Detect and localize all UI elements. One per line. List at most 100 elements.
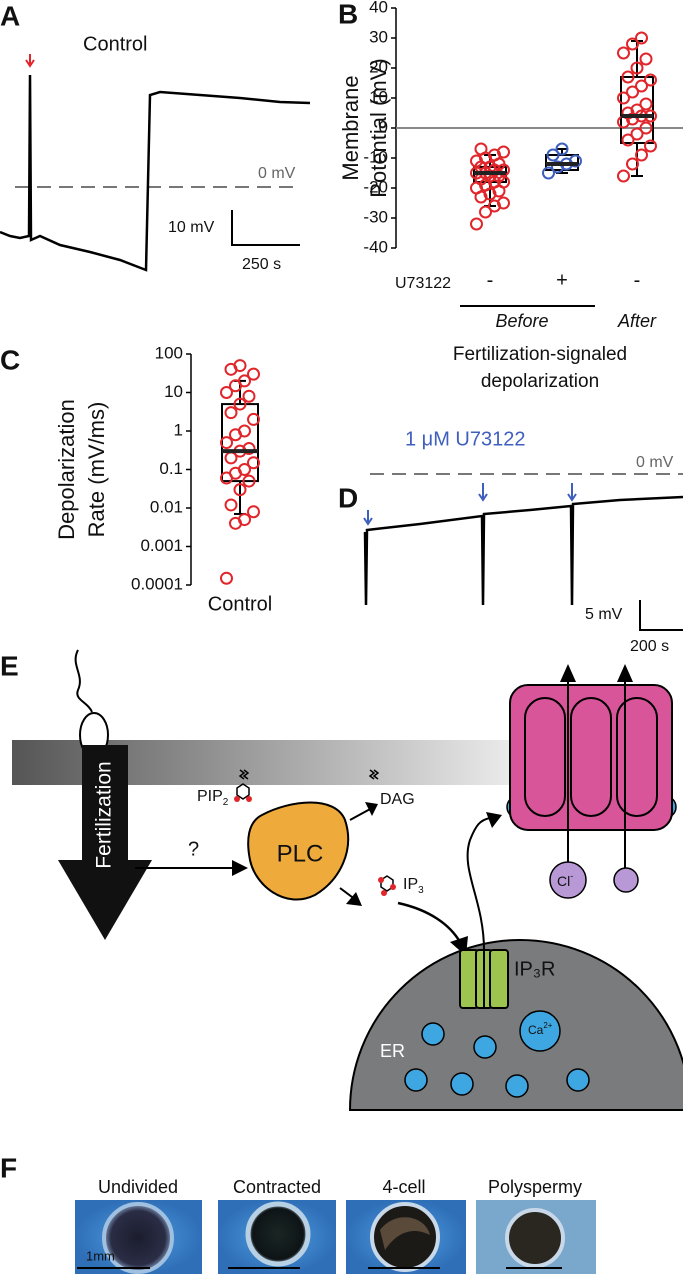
x-axis-label: Fertilization-signaled — [453, 344, 627, 365]
data-point — [639, 52, 653, 66]
sperm-tail — [74, 649, 93, 713]
data-point — [242, 389, 256, 403]
scale-label: 250 s — [242, 256, 281, 273]
ip3r-label: IP₃R — [514, 958, 555, 980]
pip2-icon — [236, 769, 250, 800]
y-tick-label: 10 — [164, 382, 183, 401]
panel-label: A — [0, 0, 20, 31]
data-point — [479, 205, 492, 219]
data-point — [220, 436, 233, 450]
group-label: After — [617, 311, 657, 331]
panel-label: E — [0, 650, 19, 681]
arrows — [363, 483, 577, 526]
trace — [363, 495, 683, 606]
y-tick-label: 30 — [369, 27, 388, 46]
data-point — [220, 571, 233, 585]
data-point — [220, 386, 233, 399]
data-point — [639, 97, 653, 111]
cl-label: Cl- — [557, 871, 573, 888]
trace — [0, 74, 311, 272]
ca-label: Ca2+ — [528, 1021, 553, 1037]
y-tick-label: -20 — [363, 177, 388, 196]
data-point — [247, 412, 260, 426]
panel-label: C — [0, 344, 20, 375]
dag-label: DAG — [380, 791, 415, 808]
data-point — [474, 142, 488, 156]
data-point — [626, 85, 639, 99]
data-point — [626, 37, 639, 51]
zero-label: 0 mV — [636, 454, 674, 471]
data-point — [497, 145, 510, 159]
data-point — [621, 70, 635, 84]
question-label: ? — [188, 838, 199, 860]
drug-label: 1 μM U73122 — [405, 428, 525, 450]
data-point — [238, 463, 251, 476]
fertilization-label: Fertilization — [93, 761, 116, 868]
y-tick-label: 0.1 — [159, 459, 183, 478]
ip3r — [459, 949, 509, 1009]
x-tick-label: - — [487, 269, 494, 291]
photo-label: Polyspermy — [488, 1177, 582, 1197]
data-point — [617, 91, 630, 105]
zero-label: 0 mV — [258, 165, 296, 182]
data-point — [621, 133, 635, 147]
data-point — [542, 166, 555, 180]
er — [348, 939, 683, 1111]
chloride-channel — [509, 684, 673, 831]
panel-title: Control — [83, 33, 147, 55]
scale-label: 5 mV — [585, 606, 623, 623]
data-point — [247, 367, 260, 381]
y-tick-label: 0.01 — [150, 497, 183, 516]
panel-label: F — [0, 1152, 17, 1183]
y-tick-label: 20 — [369, 57, 388, 76]
data-point — [639, 121, 653, 135]
y-axis-label: Membrane — [338, 75, 363, 180]
data-point — [617, 169, 630, 183]
data-point — [630, 61, 644, 75]
y-tick-label: -10 — [363, 147, 388, 166]
data-point — [247, 456, 260, 470]
data-point — [555, 142, 569, 156]
y-tick-label: 10 — [369, 87, 388, 106]
arrow — [25, 54, 35, 68]
x-tick-label: - — [634, 269, 641, 291]
data-point — [497, 196, 510, 210]
photo-label: 4-cell — [382, 1177, 425, 1197]
data-point — [233, 397, 247, 411]
data-point — [635, 148, 648, 162]
data-point — [224, 406, 238, 420]
x-tick-label: Control — [208, 593, 272, 615]
data-point — [233, 359, 247, 373]
photo-label: Contracted — [233, 1177, 321, 1197]
arrow-shaft — [82, 745, 128, 860]
plc-label: PLC — [277, 840, 324, 867]
y-tick-label: -30 — [363, 207, 388, 226]
data-point — [470, 217, 483, 231]
data-point — [644, 139, 657, 153]
y-tick-label: 100 — [155, 343, 183, 362]
scale-bar — [639, 600, 683, 631]
y-axis-label: Depolarization — [54, 399, 79, 540]
y-axis-label: Potential (mV) — [366, 58, 391, 197]
data-point — [238, 374, 251, 388]
y-tick-label: 40 — [369, 0, 388, 16]
scale-label: 10 mV — [168, 219, 215, 236]
ip3-label: IP3 — [403, 876, 424, 895]
y-tick-label: -40 — [363, 237, 388, 256]
data-point — [635, 79, 648, 93]
data-point — [626, 157, 639, 171]
panel-label: B — [338, 0, 358, 29]
y-tick-label: 0.001 — [140, 536, 183, 555]
panel-label: D — [338, 482, 358, 513]
photo-label: Undivided — [98, 1177, 178, 1197]
data-point — [242, 442, 256, 456]
scale-label: 200 s — [630, 638, 669, 655]
data-point — [617, 46, 630, 60]
row-label: U73122 — [395, 275, 451, 292]
arrow-head — [232, 860, 248, 876]
photos — [75, 1200, 596, 1274]
scale-bar — [231, 210, 300, 246]
plc — [247, 801, 350, 901]
calcium — [404, 795, 677, 1098]
